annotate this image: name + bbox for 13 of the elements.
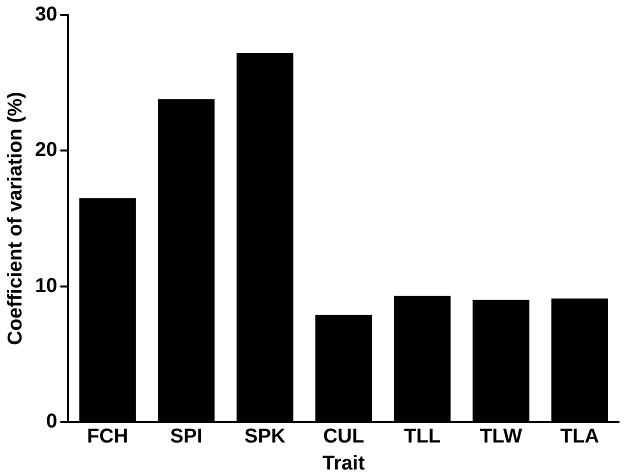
x-tick-label: TLW bbox=[480, 426, 522, 448]
x-tick-label: SPK bbox=[244, 426, 286, 448]
x-tick-label: SPI bbox=[170, 426, 202, 448]
y-axis-title: Coefficient of variation (%) bbox=[4, 92, 27, 346]
x-tick-label: CUL bbox=[323, 426, 364, 448]
x-tick-label: FCH bbox=[87, 426, 128, 448]
y-tick-label: 0 bbox=[46, 410, 58, 433]
x-tick-label: TLL bbox=[404, 426, 441, 448]
y-tick-label: 20 bbox=[34, 139, 58, 162]
x-tick-label: TLA bbox=[560, 426, 600, 448]
y-tick-label: 30 bbox=[34, 4, 58, 26]
x-axis-title: Trait bbox=[322, 452, 366, 475]
y-tick-label: 10 bbox=[34, 274, 58, 297]
